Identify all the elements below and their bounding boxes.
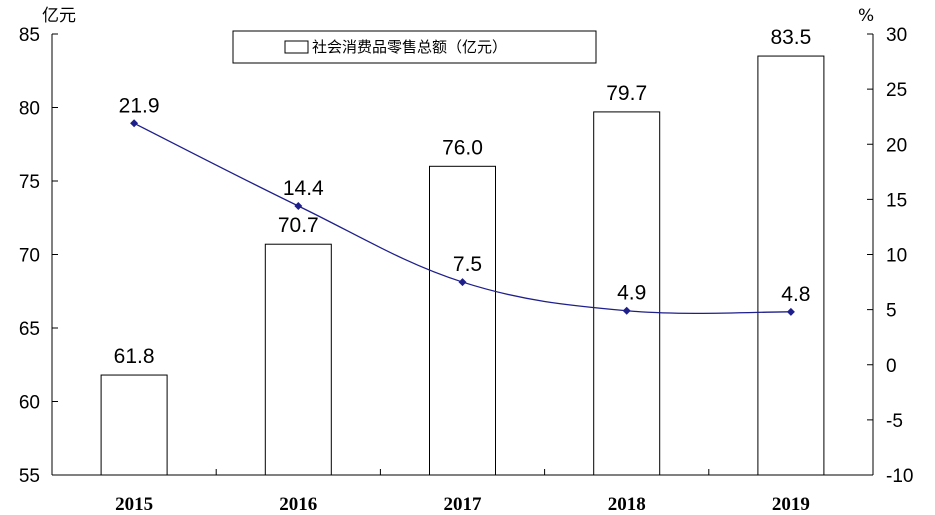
right-tick-label: 15 bbox=[886, 190, 907, 211]
right-tick-label: 30 bbox=[886, 25, 907, 46]
left-tick-label: 75 bbox=[19, 172, 40, 193]
right-tick-label: 25 bbox=[886, 80, 907, 101]
line-point bbox=[786, 307, 795, 316]
line-value-label: 4.9 bbox=[617, 282, 646, 305]
left-tick-label: 80 bbox=[19, 99, 40, 120]
line-point bbox=[622, 306, 631, 315]
bar-value-label: 79.7 bbox=[606, 82, 647, 105]
data-labels: 61.8 70.7 76.0 79.7 83.5 21.9 14.4 7.5 4.9 4.8 bbox=[114, 26, 812, 368]
right-tick-label: 0 bbox=[886, 356, 897, 377]
x-tick-label: 2019 bbox=[772, 494, 810, 515]
line-point bbox=[294, 201, 303, 210]
legend: 社会消费品零售总额（亿元） bbox=[232, 30, 597, 64]
line-value-label: 7.5 bbox=[453, 253, 482, 276]
bars bbox=[100, 55, 825, 476]
bar bbox=[593, 111, 661, 476]
bar-value-label: 61.8 bbox=[114, 345, 155, 368]
bar-value-label: 76.0 bbox=[442, 136, 483, 159]
line-point bbox=[458, 278, 467, 287]
left-axis-unit: 亿元 bbox=[42, 6, 76, 26]
line-value-label: 4.8 bbox=[781, 283, 810, 306]
x-tick-label: 2016 bbox=[279, 494, 317, 515]
line-value-label: 14.4 bbox=[283, 177, 324, 200]
right-axis-unit: % bbox=[858, 6, 874, 26]
right-tick-label: 20 bbox=[886, 135, 907, 156]
left-tick-label: 65 bbox=[19, 319, 40, 340]
legend-swatch bbox=[284, 40, 309, 54]
bar bbox=[757, 55, 825, 476]
legend-label: 社会消费品零售总额（亿元） bbox=[312, 38, 507, 56]
bar-value-label: 83.5 bbox=[770, 26, 811, 49]
line-value-label: 21.9 bbox=[119, 94, 160, 117]
left-tick-label: 55 bbox=[19, 466, 40, 487]
right-tick-label: -10 bbox=[886, 466, 913, 487]
line-point bbox=[130, 119, 139, 128]
left-tick-label: 70 bbox=[19, 246, 40, 267]
right-tick-label: 10 bbox=[886, 246, 907, 267]
growth-line-series bbox=[130, 119, 795, 316]
right-tick-label: -5 bbox=[886, 411, 903, 432]
bar bbox=[100, 374, 168, 476]
axes: 55 60 65 70 75 80 85 -10 -5 0 5 10 15 20 25 30 2015 2016 2… bbox=[19, 25, 914, 515]
left-tick-label: 85 bbox=[19, 25, 40, 46]
x-tick-label: 2015 bbox=[115, 494, 153, 515]
bar-value-label: 70.7 bbox=[278, 214, 319, 237]
x-tick-label: 2018 bbox=[608, 494, 646, 515]
left-tick-label: 60 bbox=[19, 393, 40, 414]
right-tick-label: 5 bbox=[886, 301, 897, 322]
bar bbox=[429, 165, 496, 476]
x-tick-label: 2017 bbox=[444, 494, 483, 515]
bar bbox=[264, 243, 332, 476]
